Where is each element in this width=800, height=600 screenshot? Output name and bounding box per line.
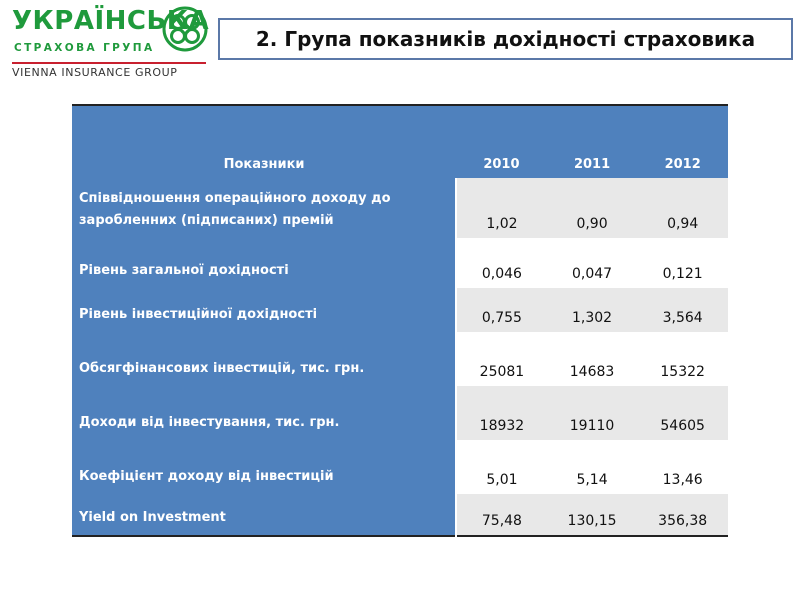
header-indicators: Показники bbox=[72, 105, 457, 178]
cell-value: 1,02 bbox=[456, 178, 547, 238]
company-logo: УКРАЇНСЬКА СТРАХОВА ГРУПА VIENNA INSURAN… bbox=[10, 6, 210, 84]
slide-title-box: 2. Група показників дохідності страховик… bbox=[218, 18, 793, 60]
cell-value: 0,755 bbox=[456, 288, 547, 332]
table-row: Співвідношення операційного доходу до за… bbox=[72, 178, 728, 238]
cell-value: 5,14 bbox=[546, 440, 638, 494]
cell-value: 14683 bbox=[546, 332, 638, 386]
cell-value: 130,15 bbox=[546, 494, 638, 536]
header-year: 2011 bbox=[546, 105, 638, 178]
slide-title: 2. Група показників дохідності страховик… bbox=[255, 27, 756, 51]
logo-subtitle: СТРАХОВА ГРУПА bbox=[14, 42, 155, 54]
cell-value: 0,121 bbox=[637, 238, 728, 288]
cell-value: 3,564 bbox=[637, 288, 728, 332]
row-label: Доходи від інвестування, тис. грн. bbox=[72, 386, 458, 440]
cell-value: 1,302 bbox=[546, 288, 638, 332]
header-year: 2010 bbox=[456, 105, 547, 178]
row-label: Рівень загальної дохідності bbox=[72, 238, 458, 288]
cell-value: 18932 bbox=[456, 386, 547, 440]
row-label: Співвідношення операційного доходу до за… bbox=[72, 178, 458, 238]
table-row: Рівень загальної дохідності 0,046 0,047 … bbox=[72, 238, 728, 288]
cell-value: 54605 bbox=[637, 386, 728, 440]
logo-divider bbox=[12, 62, 206, 64]
logo-group-name: VIENNA INSURANCE GROUP bbox=[12, 66, 178, 79]
cell-value: 15322 bbox=[637, 332, 728, 386]
cell-value: 5,01 bbox=[456, 440, 547, 494]
table-row: Обсягфінансових інвестицій, тис. грн. 25… bbox=[72, 332, 728, 386]
cell-value: 0,047 bbox=[546, 238, 638, 288]
cell-value: 13,46 bbox=[637, 440, 728, 494]
cell-value: 0,046 bbox=[456, 238, 547, 288]
table-row: Yield on Investment 75,48 130,15 356,38 bbox=[72, 494, 728, 536]
row-label: Обсягфінансових інвестицій, тис. грн. bbox=[72, 332, 458, 386]
row-label: Коефіцієнт доходу від інвестицій bbox=[72, 440, 458, 494]
indicators-table: Показники 2010 2011 2012 Співвідношення … bbox=[72, 104, 728, 537]
row-label: Рівень інвестиційної дохідності bbox=[72, 288, 458, 332]
cell-value: 19110 bbox=[546, 386, 638, 440]
table-header-row: Показники 2010 2011 2012 bbox=[72, 105, 728, 178]
cell-value: 0,90 bbox=[546, 178, 638, 238]
table-row: Коефіцієнт доходу від інвестицій 5,01 5,… bbox=[72, 440, 728, 494]
cell-value: 356,38 bbox=[637, 494, 728, 536]
table-row: Доходи від інвестування, тис. грн. 18932… bbox=[72, 386, 728, 440]
cell-value: 75,48 bbox=[456, 494, 547, 536]
cell-value: 25081 bbox=[456, 332, 547, 386]
row-label: Yield on Investment bbox=[72, 494, 458, 536]
cell-value: 0,94 bbox=[637, 178, 728, 238]
header-year: 2012 bbox=[637, 105, 728, 178]
table-row: Рівень інвестиційної дохідності 0,755 1,… bbox=[72, 288, 728, 332]
logo-emblem-icon bbox=[162, 6, 208, 52]
